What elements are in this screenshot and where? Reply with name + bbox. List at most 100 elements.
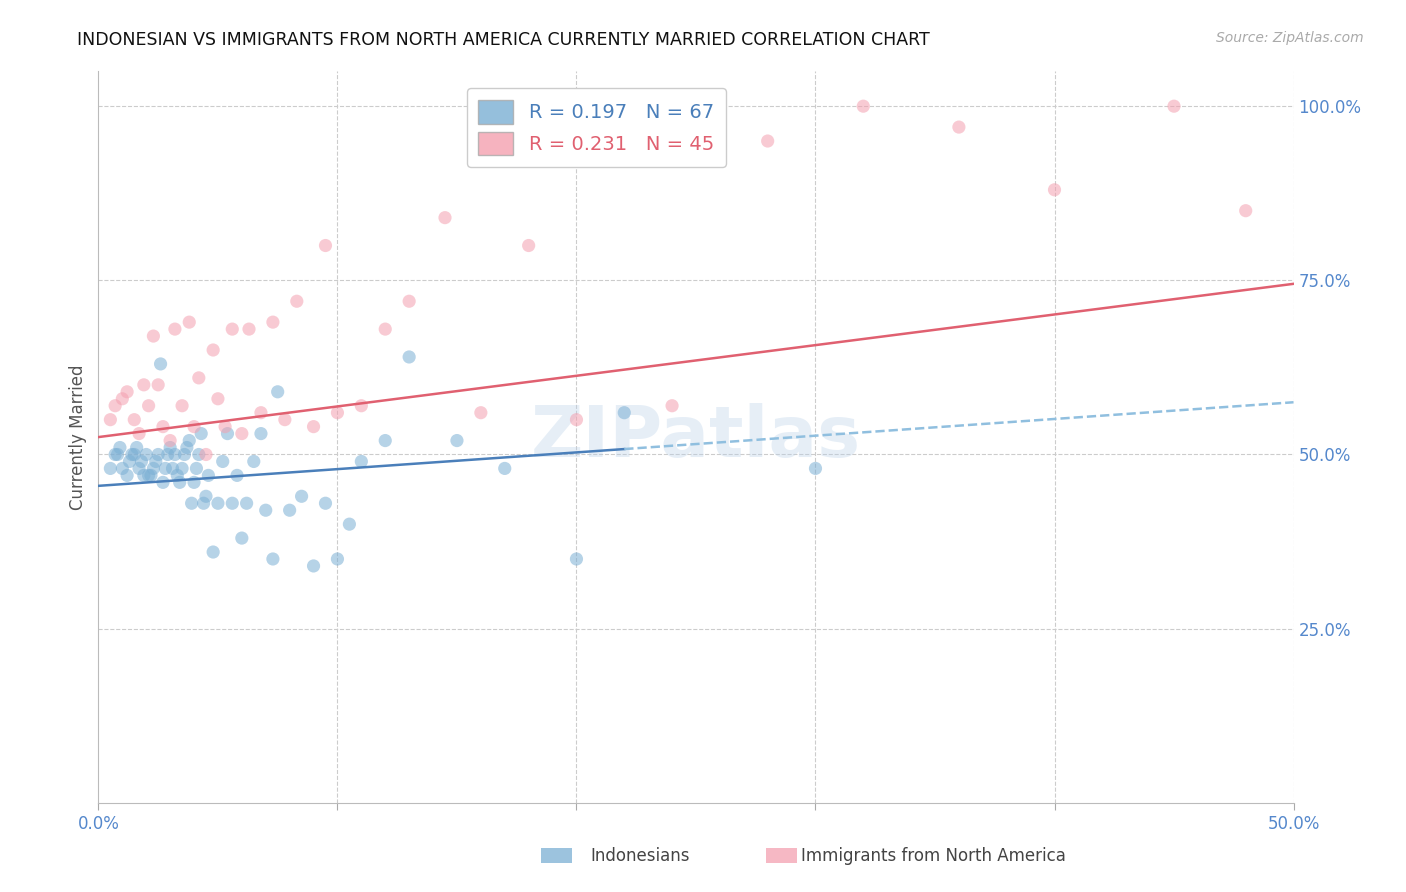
Point (250, 426, 273, 441)
Point (111, 392, 134, 406)
Legend: R = 0.197   N = 67, R = 0.231   N = 45: R = 0.197 N = 67, R = 0.231 N = 45 (467, 88, 725, 167)
Point (285, 294, 308, 309)
Point (187, 371, 209, 385)
Point (207, 392, 229, 406)
Point (132, 377, 155, 392)
FancyBboxPatch shape (766, 848, 797, 863)
Point (152, 419, 174, 434)
Point (262, 552, 284, 566)
Point (125, 441, 148, 455)
Point (180, 496, 202, 510)
Point (195, 448, 218, 462)
Point (278, 503, 301, 517)
Point (138, 468, 160, 483)
Point (238, 322, 260, 336)
Point (148, 377, 170, 392)
Point (111, 461, 134, 475)
Point (124, 448, 146, 462)
Point (852, 99, 875, 113)
Point (186, 461, 208, 475)
Point (217, 426, 239, 441)
Point (128, 426, 150, 441)
Text: ZIPatlas: ZIPatlas (531, 402, 860, 472)
Point (274, 412, 297, 426)
Point (108, 441, 131, 455)
Point (159, 434, 181, 448)
Point (1234, 203, 1257, 218)
Point (231, 426, 253, 441)
Point (235, 496, 257, 510)
Point (98, 412, 122, 426)
Point (804, 461, 827, 475)
Point (446, 434, 468, 448)
Point (135, 448, 157, 462)
Point (250, 406, 273, 420)
Point (326, 552, 349, 566)
Point (302, 419, 325, 434)
Point (756, 134, 779, 148)
Point (115, 384, 138, 399)
Point (172, 399, 194, 413)
Point (104, 399, 127, 413)
Point (398, 294, 420, 309)
Text: Immigrants from North America: Immigrants from North America (801, 847, 1066, 865)
Point (197, 468, 219, 483)
Point (132, 468, 155, 483)
FancyBboxPatch shape (541, 848, 572, 863)
Point (118, 454, 141, 468)
Point (155, 461, 177, 475)
Point (163, 448, 186, 462)
Point (207, 496, 229, 510)
Point (221, 322, 243, 336)
Point (152, 475, 174, 490)
Point (494, 461, 516, 475)
Point (179, 434, 201, 448)
Point (107, 448, 129, 462)
Point (156, 448, 179, 462)
Point (434, 211, 457, 225)
Point (661, 399, 683, 413)
Point (131, 454, 153, 468)
Point (374, 434, 396, 448)
Point (98, 461, 122, 475)
Point (243, 454, 266, 468)
Point (149, 357, 172, 371)
Point (128, 461, 150, 475)
Point (173, 448, 195, 462)
Point (267, 384, 290, 399)
Point (187, 448, 209, 462)
Y-axis label: Currently Married: Currently Married (69, 364, 87, 510)
Point (262, 315, 284, 329)
Point (202, 545, 225, 559)
Point (148, 448, 170, 462)
Point (159, 441, 181, 455)
Point (231, 531, 253, 545)
Point (124, 412, 146, 426)
Point (104, 448, 127, 462)
Point (302, 558, 325, 573)
Point (211, 454, 233, 468)
Point (214, 419, 236, 434)
Point (139, 468, 162, 483)
Point (195, 489, 218, 503)
Point (179, 315, 201, 329)
Point (613, 406, 636, 420)
Point (162, 461, 184, 475)
Point (176, 441, 198, 455)
Point (1163, 99, 1185, 113)
Point (115, 468, 138, 483)
Point (142, 461, 165, 475)
Text: Indonesians: Indonesians (591, 847, 690, 865)
Point (350, 454, 373, 468)
Text: INDONESIAN VS IMMIGRANTS FROM NORTH AMERICA CURRENTLY MARRIED CORRELATION CHART: INDONESIAN VS IMMIGRANTS FROM NORTH AMER… (77, 31, 931, 49)
Point (339, 517, 361, 532)
Point (315, 496, 337, 510)
Point (121, 448, 143, 462)
Point (517, 238, 540, 252)
Text: Source: ZipAtlas.com: Source: ZipAtlas.com (1216, 31, 1364, 45)
Point (172, 461, 194, 475)
Point (190, 426, 212, 441)
Point (565, 552, 588, 566)
Point (166, 468, 188, 483)
Point (291, 489, 314, 503)
